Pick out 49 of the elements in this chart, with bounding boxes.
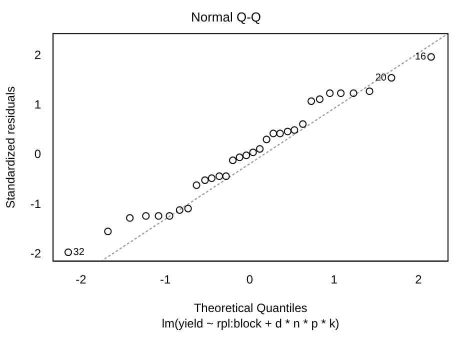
x-axis-title: Theoretical Quantiles: [194, 301, 308, 316]
point: [229, 156, 237, 164]
point: [184, 204, 192, 212]
point: [262, 136, 270, 144]
point: [64, 248, 72, 256]
point: [256, 145, 264, 153]
x-tick-label: 1: [330, 272, 338, 287]
point: [350, 89, 358, 98]
point: [276, 130, 284, 138]
point: [337, 89, 345, 98]
y-tick-label: 1: [34, 97, 42, 112]
x-tick-label: 2: [415, 272, 422, 287]
annotation: 32: [73, 247, 85, 258]
annotation: 16: [415, 52, 427, 63]
point: [299, 120, 307, 128]
point: [284, 128, 292, 136]
point: [388, 74, 396, 82]
text: lm(yield ~ rpl:block + d * n * p * k): [162, 316, 340, 330]
y-axis-title: Standardized residuals: [4, 86, 18, 208]
annotation: 20: [375, 72, 387, 84]
point: [126, 214, 134, 222]
point: [104, 228, 112, 236]
point: [316, 95, 324, 103]
point: [290, 126, 298, 134]
y-tick-label: 0: [34, 147, 42, 162]
point: [242, 152, 250, 160]
y-tick-label: 2: [34, 48, 42, 62]
point: [222, 172, 230, 180]
point: [208, 174, 216, 182]
x-tick-label: -2: [76, 272, 87, 287]
y-tick-label: -2: [30, 246, 42, 261]
x-tick-label: 0: [246, 272, 254, 287]
point: [270, 130, 278, 138]
point: [366, 87, 374, 96]
chart-title: Normal Q-Q: [190, 9, 262, 24]
y-tick-label: -1: [30, 196, 42, 211]
point: [216, 172, 224, 180]
point: [142, 212, 150, 220]
point: [201, 176, 209, 184]
point: [249, 148, 257, 156]
point: [326, 89, 334, 98]
point: [166, 212, 174, 220]
point: [176, 206, 184, 214]
point: [154, 212, 162, 220]
point: [192, 181, 200, 189]
point: [236, 154, 244, 162]
point: [427, 53, 435, 61]
x-tick-label: -1: [160, 272, 171, 287]
point: [307, 97, 316, 105]
